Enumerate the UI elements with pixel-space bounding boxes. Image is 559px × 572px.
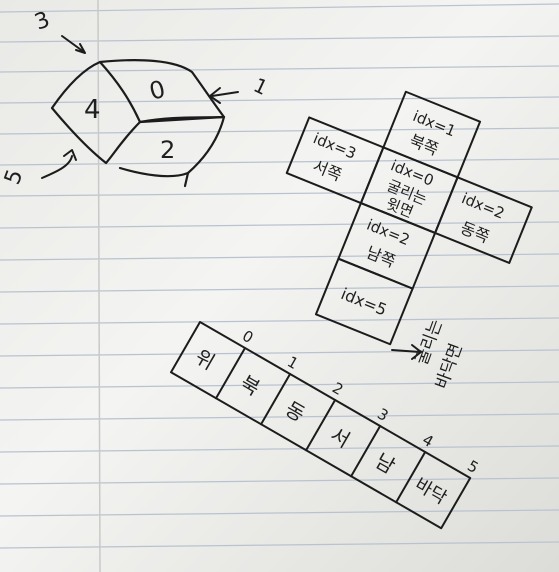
cube-face-top: 0 (146, 75, 168, 106)
face-strip: 0 1 2 3 4 5 위 북 동 서 남 바닥 (170, 321, 482, 530)
margin-line (97, 0, 101, 572)
arrow-5-icon (41, 149, 77, 179)
cube-face-left: 4 (84, 95, 101, 125)
ruled-lines (0, 3, 559, 549)
cube-face-front: 2 (160, 136, 175, 164)
arrow-3-icon (61, 35, 86, 54)
bottom-arrow-icon (391, 344, 422, 360)
cube-sketch (50, 59, 226, 188)
arrow-1-icon (209, 87, 239, 104)
